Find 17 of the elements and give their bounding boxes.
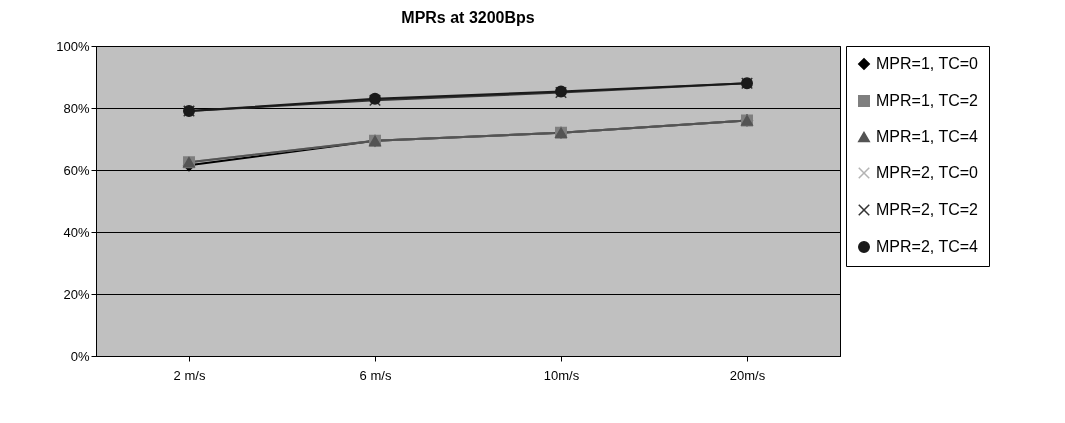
x-tick-label: 6 m/s (359, 367, 392, 383)
y-tick-label: 100% (56, 38, 90, 54)
x-tick-label: 10m/s (543, 367, 580, 383)
y-tick-label: 60% (63, 162, 90, 178)
legend-label: MPR=2, TC=0 (876, 164, 979, 181)
x-tick-label: 2 m/s (173, 367, 206, 383)
y-tick-label: 80% (63, 100, 90, 116)
y-tick-label: 0% (70, 348, 90, 364)
legend-label: MPR=1, TC=0 (876, 55, 979, 72)
y-tick-label: 40% (63, 224, 90, 240)
x-tick-label: 20m/s (729, 367, 766, 383)
legend-label: MPR=2, TC=4 (876, 238, 979, 255)
legend-label: MPR=1, TC=4 (876, 128, 979, 145)
y-tick-label: 20% (63, 286, 90, 302)
chart-title: MPRs at 3200Bps (401, 9, 535, 26)
legend-label: MPR=2, TC=2 (876, 201, 979, 218)
legend-label: MPR=1, TC=2 (876, 92, 979, 109)
